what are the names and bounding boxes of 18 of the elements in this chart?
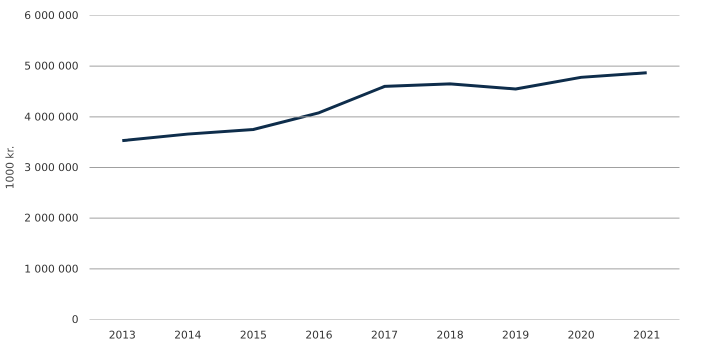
y-tick-label: 6 000 000	[24, 9, 79, 22]
x-tick-label: 2019	[502, 328, 530, 341]
y-tick-label: 4 000 000	[24, 110, 79, 124]
x-tick-label: 2016	[305, 328, 333, 341]
y-tick-label: 0	[72, 313, 79, 326]
x-tick-label: 2021	[633, 328, 660, 341]
x-tick-label: 2018	[436, 328, 464, 341]
y-tick-label: 5 000 000	[24, 60, 79, 73]
x-tick-label: 2020	[568, 328, 595, 341]
y-tick-label: 1 000 000	[24, 262, 79, 276]
x-tick-label: 2015	[240, 328, 267, 341]
y-tick-label: 3 000 000	[24, 161, 79, 174]
y-axis-title: 1000 kr.	[3, 146, 16, 190]
x-tick-label: 2014	[174, 328, 202, 341]
x-tick-label: 2013	[108, 328, 136, 341]
x-tick-label: 2017	[370, 328, 398, 341]
y-tick-label: 2 000 000	[24, 212, 79, 225]
line-series	[120, 71, 648, 142]
